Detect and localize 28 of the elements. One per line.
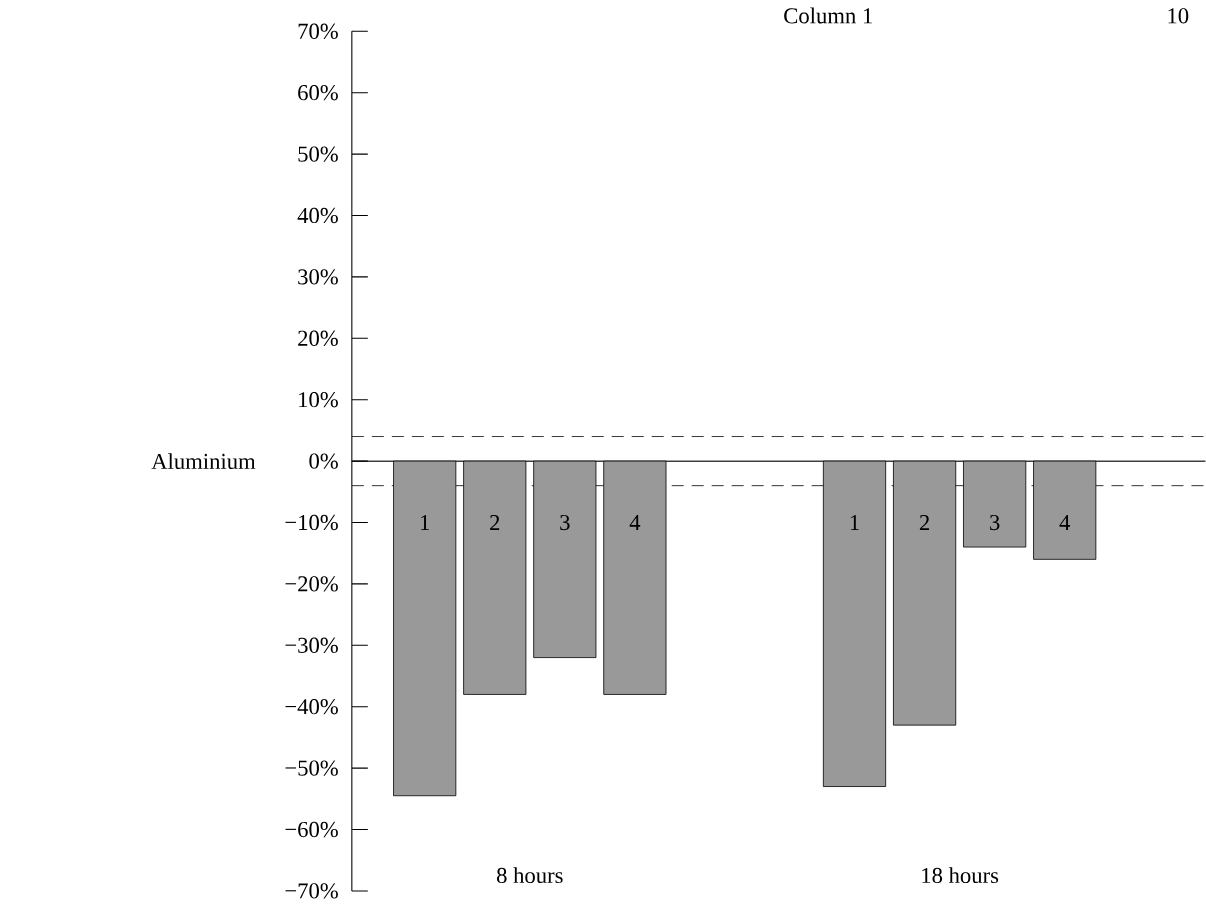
y-tick-label: −50%	[285, 760, 338, 776]
y-tick-label: 0%	[309, 453, 338, 469]
y-tick-label: 40%	[297, 207, 338, 224]
y-tick-label: −30%	[285, 637, 338, 654]
y-tick-label: 30%	[298, 269, 338, 285]
y-tick-label: −70%	[285, 883, 338, 899]
y-tick-label: 10%	[299, 392, 338, 408]
y-tick-label: 60%	[298, 85, 338, 101]
y-tick-label: 50%	[298, 146, 338, 162]
x-tick-label: 8 hours	[496, 867, 563, 884]
y-tick-label: −60%	[285, 821, 338, 838]
y-tick-label: −10%	[285, 514, 338, 531]
legend-label: 1	[421, 515, 429, 531]
text: 2	[919, 515, 929, 531]
text: Column 1	[784, 7, 872, 24]
y-axis-title: Aluminium	[151, 453, 256, 470]
text: 10	[1168, 8, 1189, 24]
y-tick-label: −20%	[285, 576, 338, 592]
series-label: 4	[629, 515, 641, 531]
text: 1	[850, 515, 859, 531]
y-tick-label: −40%	[285, 699, 338, 715]
y-tick-label: 20%	[298, 330, 338, 347]
series-label: 2	[490, 515, 500, 531]
x-tick-label: 18 hours	[922, 867, 999, 884]
series-label: 3	[990, 514, 1000, 531]
text: 4	[1059, 515, 1071, 531]
y-tick-label: 70%	[298, 23, 338, 40]
text: 3	[560, 514, 570, 531]
